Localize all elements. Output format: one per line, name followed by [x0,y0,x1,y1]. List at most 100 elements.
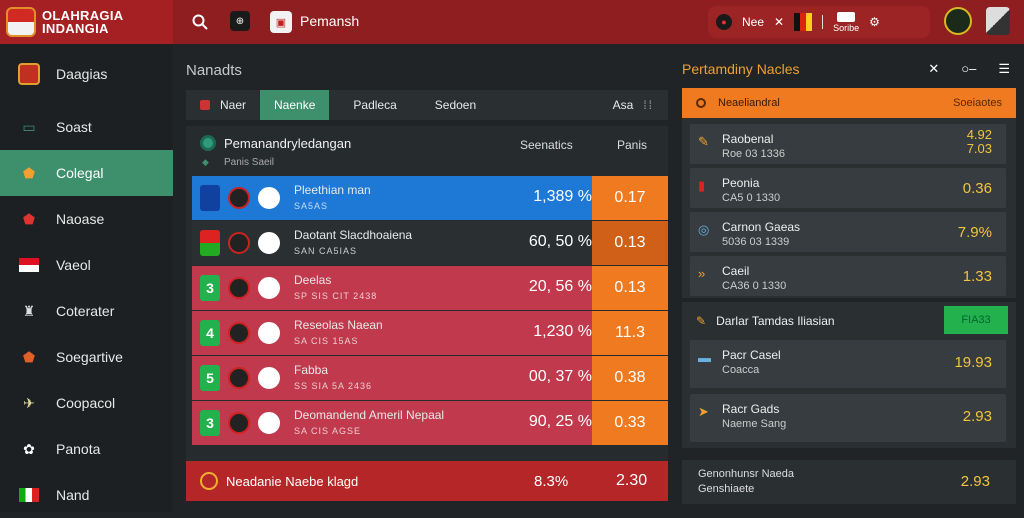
table-row[interactable]: 5 Fabba SS SIA 5A 2436 00, 37 % 0.38 [192,356,668,400]
column-header[interactable]: Seenatics [520,138,573,152]
match-names: Fabba SS SIA 5A 2436 [294,364,372,393]
item-sub: 5036 03 1339 [722,236,790,248]
score-box[interactable]: Soribe [833,11,859,33]
pill-label: Nee [742,15,765,29]
odds-cell[interactable]: 0.13 [592,221,668,265]
sidebar-item-nand[interactable]: Nand [0,472,173,518]
sidebar-item-colegal[interactable]: ⬟ Colegal [0,150,173,196]
flag-icon [18,255,40,275]
summary-bar[interactable]: Neadanie Naebe klagd 8.3% 2.30 [186,461,668,501]
odds-header-right: Soeiaotes [953,97,1002,109]
list-item[interactable]: ➤ Racr Gads Naeme Sang 2.93 [690,394,1006,442]
item-value: 4.92 [966,127,992,142]
rank-badge: 3 [200,275,220,301]
toggle-icon[interactable]: ○– [961,61,977,76]
home-team-crest-icon [228,277,250,299]
table-row[interactable]: 3 Deelas SP SIS CIT 2438 20, 56 % 0.13 [192,266,668,310]
list-item[interactable]: » Caeil CA36 0 1330 1.33 [690,256,1006,296]
tab-right-label: Asa [612,98,634,112]
sidebar-item-label: Daagias [56,66,108,82]
pencil-icon: ✎ [696,314,707,328]
tab-naenke[interactable]: Naenke [260,90,330,120]
action-button[interactable]: FIA33 [944,306,1008,334]
tab-label: Naenke [274,98,316,112]
list-item[interactable]: ✎ Raobenal Roe 03 1336 4.92 7.03 [690,124,1006,164]
topbar-title: Pemansh [300,13,360,29]
match-names: Deelas SP SIS CIT 2438 [294,274,377,303]
arrow-icon: ➤ [698,404,709,419]
sidebar-item-vaeol[interactable]: Vaeol [0,242,173,288]
table-row[interactable]: Pleethian man SA5AS 1,389 % 0.17 [192,176,668,220]
rank-badge [200,230,220,256]
away-team-crest-icon [258,187,280,209]
brand-text: OLAHRAGIA INDANGIA [42,9,123,35]
tag-icon: ◆ [202,157,209,167]
profile-icon[interactable] [986,7,1010,35]
column-header[interactable]: Panis [617,138,648,152]
whistle-icon: ✎ [698,134,709,149]
sidebar-item-daagias[interactable]: Daagias [0,44,173,104]
sidebar-item-soegartive[interactable]: ⬟ Soegartive [0,334,173,380]
sidebar-item-naoase[interactable]: ⬟ Naoase [0,196,173,242]
odds-panel-header[interactable]: Neaeliandral Soeiaotes [682,88,1016,118]
sidebar-item-coterater[interactable]: ♜ Coterater [0,288,173,334]
odds-cell[interactable]: 0.13 [592,266,668,310]
odds-panel: Neaeliandral Soeiaotes ✎ Raobenal Roe 03… [682,88,1016,298]
list-item[interactable]: ◎ Carnon Gaeas 5036 03 1339 7.9% [690,212,1006,252]
home-team-crest-icon [228,367,250,389]
gear-icon[interactable]: ⚙ [869,15,880,29]
sidebar-item-label: Soast [56,119,92,135]
tab-sedoen[interactable]: Sedoen [411,90,490,120]
sidebar-item-coopacol[interactable]: ✈ Coopacol [0,380,173,426]
second-panel: ✎ Darlar Tamdas Iliasian FIA33 ▬ Pacr Ca… [682,302,1016,448]
trophy-icon: ♜ [22,302,36,319]
item-sub: Coacca [722,364,760,376]
summary-value: 8.3% [534,472,569,490]
match-title: Fabba [294,363,329,377]
more-icon[interactable]: ⁞⁞ [643,98,654,112]
avatar[interactable] [944,7,972,35]
table-row[interactable]: 4 Reseolas Naean SA CIS 15AS 1,230 % 11.3 [192,311,668,355]
tab-right[interactable]: Asa ⁞⁞ [613,98,668,112]
list-item[interactable]: ▮ Peonia CA5 0 1330 0.36 [690,168,1006,208]
match-percent: 90, 25 % [528,413,592,430]
match-percent: 1,230 % [533,323,592,340]
crest-icon: ⬟ [22,348,36,365]
odds-cell[interactable]: 11.3 [592,311,668,355]
desktop-icon: ▭ [22,118,36,135]
match-sub: SA CIS 15AS [294,336,359,346]
list-item[interactable]: ▬ Pacr Casel Coacca 19.93 [690,340,1006,388]
match-title: Daotant Slacdhoaiena [294,228,413,242]
tab-padleca[interactable]: Padleca [329,90,410,120]
match-pill[interactable]: ● Nee ✕ Soribe ⚙ [708,6,930,38]
third-panel[interactable]: Genonhunsr Naeda Genshiaete 2.93 [682,460,1016,504]
odds-cell[interactable]: 0.33 [592,401,668,445]
home-team-crest-icon [228,187,250,209]
tab-label: Padleca [353,98,397,112]
brand[interactable]: OLAHRAGIA INDANGIA [0,0,173,44]
match-sub: SS SIA 5A 2436 [294,381,373,391]
odds-cell[interactable]: 0.17 [592,176,668,220]
brand-logo-icon [6,7,36,37]
tab-naer[interactable]: Naer [186,90,260,120]
item-value-2: 7.03 [966,141,992,156]
document-icon[interactable]: ▣ [270,11,292,33]
tab-bar: Naer Naenke Padleca Sedoen Asa ⁞⁞ [186,90,668,120]
match-sub: SA CIS AGSE [294,426,362,436]
table-row[interactable]: Daotant Slacdhoaiena SAN CA5IAS 60, 50 % 0.… [192,221,668,265]
menu-icon[interactable]: ☰ [998,61,1010,76]
table-row[interactable]: 3 Deomandend Ameril Nepaal SA CIS AGSE 90, … [192,401,668,445]
sidebar-item-label: Panota [56,441,101,457]
expand-icon[interactable]: ✕ [928,61,940,76]
sidebar-item-soast[interactable]: ▭ Soast [0,104,173,150]
right-panel: Pertamdiny Nacles ✕ ○– ☰ Neaeliandral So… [682,44,1016,512]
odds-cell[interactable]: 0.38 [592,356,668,400]
close-icon[interactable]: ✕ [774,15,785,29]
shield-icon [18,63,40,85]
sidebar-item-label: Nand [56,487,90,503]
search-icon[interactable] [188,10,212,34]
sidebar-item-panota[interactable]: ✿ Panota [0,426,173,472]
badge-icon[interactable]: ⊕ [230,11,250,31]
match-sub: SAN CA5IAS [294,246,358,256]
rank-badge [200,185,220,211]
